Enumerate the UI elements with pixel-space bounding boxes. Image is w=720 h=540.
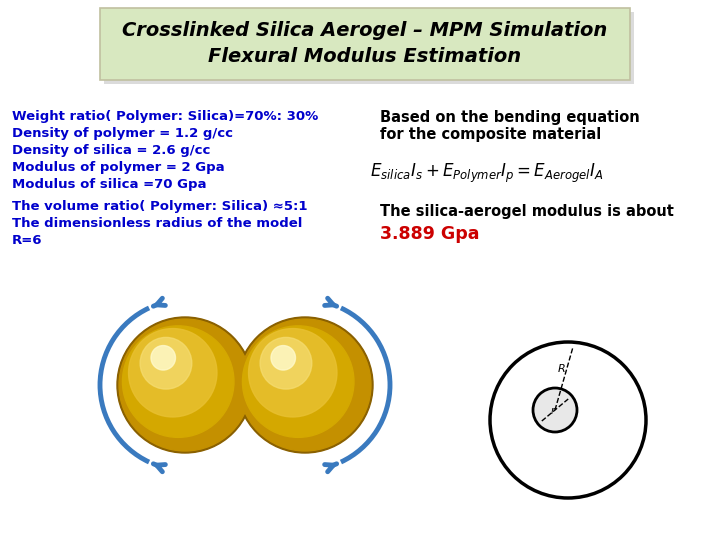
- Text: Weight ratio( Polymer: Silica)=70%: 30%: Weight ratio( Polymer: Silica)=70%: 30%: [12, 110, 318, 123]
- Text: R=6: R=6: [12, 234, 42, 247]
- Text: Flexural Modulus Estimation: Flexural Modulus Estimation: [208, 46, 521, 65]
- Circle shape: [122, 326, 234, 437]
- Circle shape: [260, 338, 312, 389]
- Circle shape: [117, 317, 253, 453]
- Circle shape: [237, 317, 373, 453]
- Text: r: r: [551, 406, 555, 416]
- Circle shape: [243, 326, 354, 437]
- Text: for the composite material: for the composite material: [380, 127, 601, 142]
- Text: 3.889 Gpa: 3.889 Gpa: [380, 225, 480, 243]
- Circle shape: [119, 319, 251, 451]
- Circle shape: [140, 338, 192, 389]
- Text: The silica-aerogel modulus is about: The silica-aerogel modulus is about: [380, 204, 674, 219]
- Text: Crosslinked Silica Aerogel – MPM Simulation: Crosslinked Silica Aerogel – MPM Simulat…: [122, 21, 608, 39]
- Circle shape: [151, 346, 176, 370]
- Circle shape: [271, 346, 295, 370]
- Text: Modulus of silica =70 Gpa: Modulus of silica =70 Gpa: [12, 178, 207, 191]
- FancyBboxPatch shape: [104, 12, 634, 84]
- Text: The dimensionless radius of the model: The dimensionless radius of the model: [12, 217, 302, 230]
- Text: Modulus of polymer = 2 Gpa: Modulus of polymer = 2 Gpa: [12, 161, 225, 174]
- Text: R: R: [558, 364, 566, 374]
- Circle shape: [129, 328, 217, 417]
- Text: The volume ratio( Polymer: Silica) ≈5:1: The volume ratio( Polymer: Silica) ≈5:1: [12, 200, 307, 213]
- Text: Density of silica = 2.6 g/cc: Density of silica = 2.6 g/cc: [12, 144, 210, 157]
- FancyBboxPatch shape: [100, 8, 630, 80]
- Circle shape: [239, 319, 371, 451]
- Text: Based on the bending equation: Based on the bending equation: [380, 110, 640, 125]
- Text: $E_{silica}I_s + E_{Polymer}I_p = E_{Aerogel}I_A$: $E_{silica}I_s + E_{Polymer}I_p = E_{Aer…: [370, 162, 604, 185]
- Circle shape: [533, 388, 577, 432]
- Text: Density of polymer = 1.2 g/cc: Density of polymer = 1.2 g/cc: [12, 127, 233, 140]
- Circle shape: [248, 328, 337, 417]
